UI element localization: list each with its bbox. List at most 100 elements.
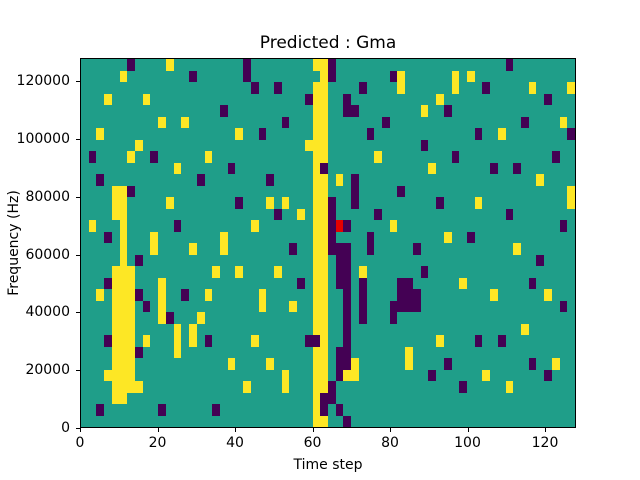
y-tick-label: 100000 xyxy=(16,130,70,147)
heatmap-cell xyxy=(196,312,205,324)
heatmap-cell xyxy=(466,70,475,82)
heatmap-cell xyxy=(405,346,413,370)
heatmap-cell xyxy=(135,381,143,393)
heatmap-cell xyxy=(490,289,498,301)
heatmap-cell xyxy=(389,300,398,324)
heatmap-cell xyxy=(505,59,514,71)
heatmap-cell xyxy=(111,266,136,393)
heatmap-cell xyxy=(235,266,244,278)
heatmap-cell xyxy=(119,220,128,266)
heatmap-cell xyxy=(165,312,174,324)
heatmap-cell xyxy=(459,381,467,393)
heatmap-cell xyxy=(135,139,143,151)
heatmap-cell xyxy=(304,139,313,151)
heatmap-cell xyxy=(397,277,413,312)
heatmap-cell xyxy=(297,277,305,289)
heatmap-cell xyxy=(135,289,143,301)
heatmap-cell xyxy=(258,289,267,312)
x-tick-label: 100 xyxy=(454,435,481,451)
y-tick-mark xyxy=(76,196,80,198)
heatmap-cell xyxy=(443,105,452,117)
heatmap-cell xyxy=(127,151,136,163)
heatmap-area xyxy=(80,58,576,428)
heatmap-cell xyxy=(227,162,236,174)
heatmap-cell xyxy=(474,128,483,140)
heatmap-cell xyxy=(289,300,298,312)
heatmap-cell xyxy=(544,93,552,105)
heatmap-cell xyxy=(219,105,228,117)
heatmap-cell xyxy=(505,208,514,220)
heatmap-cell xyxy=(165,59,174,71)
heatmap-cell xyxy=(505,381,514,393)
heatmap-cell xyxy=(459,277,467,289)
heatmap-cell xyxy=(358,277,367,324)
heatmap-cell xyxy=(281,197,290,209)
heatmap-cell xyxy=(513,243,521,255)
x-tick-label: 80 xyxy=(381,435,399,451)
heatmap-cell xyxy=(382,116,390,128)
heatmap-cell xyxy=(312,335,321,347)
y-tick-mark xyxy=(76,428,80,429)
heatmap-cell xyxy=(436,93,444,105)
y-tick-mark xyxy=(76,312,80,314)
heatmap-cell xyxy=(158,116,166,128)
y-tick-mark xyxy=(76,81,80,83)
heatmap-cell xyxy=(474,335,483,347)
x-tick-mark xyxy=(390,428,391,432)
heatmap-cell xyxy=(297,208,305,220)
y-tick-mark xyxy=(76,138,80,140)
heatmap-cell xyxy=(335,404,344,416)
heatmap-cell xyxy=(567,128,575,140)
heatmap-cell xyxy=(181,116,190,128)
heatmap-cell xyxy=(135,346,143,358)
x-tick-label: 20 xyxy=(148,435,167,451)
heatmap-cell xyxy=(343,415,352,427)
heatmap-cell xyxy=(135,254,143,266)
heatmap-cell xyxy=(320,392,328,416)
heatmap-cell xyxy=(273,82,282,94)
heatmap-cell xyxy=(536,254,545,266)
heatmap-cell xyxy=(243,59,251,71)
x-tick-mark xyxy=(80,428,81,432)
heatmap-cell xyxy=(189,323,197,347)
heatmap-cell xyxy=(158,404,166,416)
y-tick-label: 0 xyxy=(61,420,70,436)
y-tick-label: 120000 xyxy=(16,73,70,90)
heatmap-cell xyxy=(88,220,97,232)
heatmap-cell xyxy=(420,266,429,278)
heatmap-cell xyxy=(559,220,568,232)
heatmap-cell xyxy=(142,93,151,105)
heatmap-cell xyxy=(551,358,560,370)
heatmap-cell xyxy=(235,197,244,209)
heatmap-cell xyxy=(428,162,437,174)
heatmap-cell xyxy=(119,70,128,82)
heatmap-cell xyxy=(104,231,112,243)
heatmap-cell xyxy=(335,220,344,232)
y-tick-label: 80000 xyxy=(25,188,70,205)
heatmap-cell xyxy=(266,358,274,370)
heatmap-cell xyxy=(466,231,475,243)
heatmap-cell xyxy=(104,335,112,347)
heatmap-cell xyxy=(150,231,159,255)
heatmap-cell xyxy=(104,369,112,381)
heatmap-cell xyxy=(96,128,105,140)
heatmap-cell xyxy=(528,358,537,370)
heatmap-cell xyxy=(173,220,182,232)
heatmap-cell xyxy=(389,220,398,232)
heatmap-cell xyxy=(343,369,352,381)
heatmap-cell xyxy=(520,323,529,335)
heatmap-cell xyxy=(250,335,259,347)
heatmap-cell xyxy=(343,93,352,117)
heatmap-cell xyxy=(127,185,136,197)
heatmap-cell xyxy=(273,266,282,278)
heatmap-cell xyxy=(551,151,560,163)
heatmap-cell xyxy=(96,174,105,186)
heatmap-cell xyxy=(212,404,220,416)
heatmap-cell xyxy=(266,197,274,209)
x-tick-mark xyxy=(235,428,236,432)
heatmap-cell xyxy=(104,277,112,289)
heatmap-cell xyxy=(258,128,267,140)
heatmap-cell xyxy=(428,369,437,381)
heatmap-cell xyxy=(281,369,290,393)
heatmap-cell xyxy=(351,105,359,117)
